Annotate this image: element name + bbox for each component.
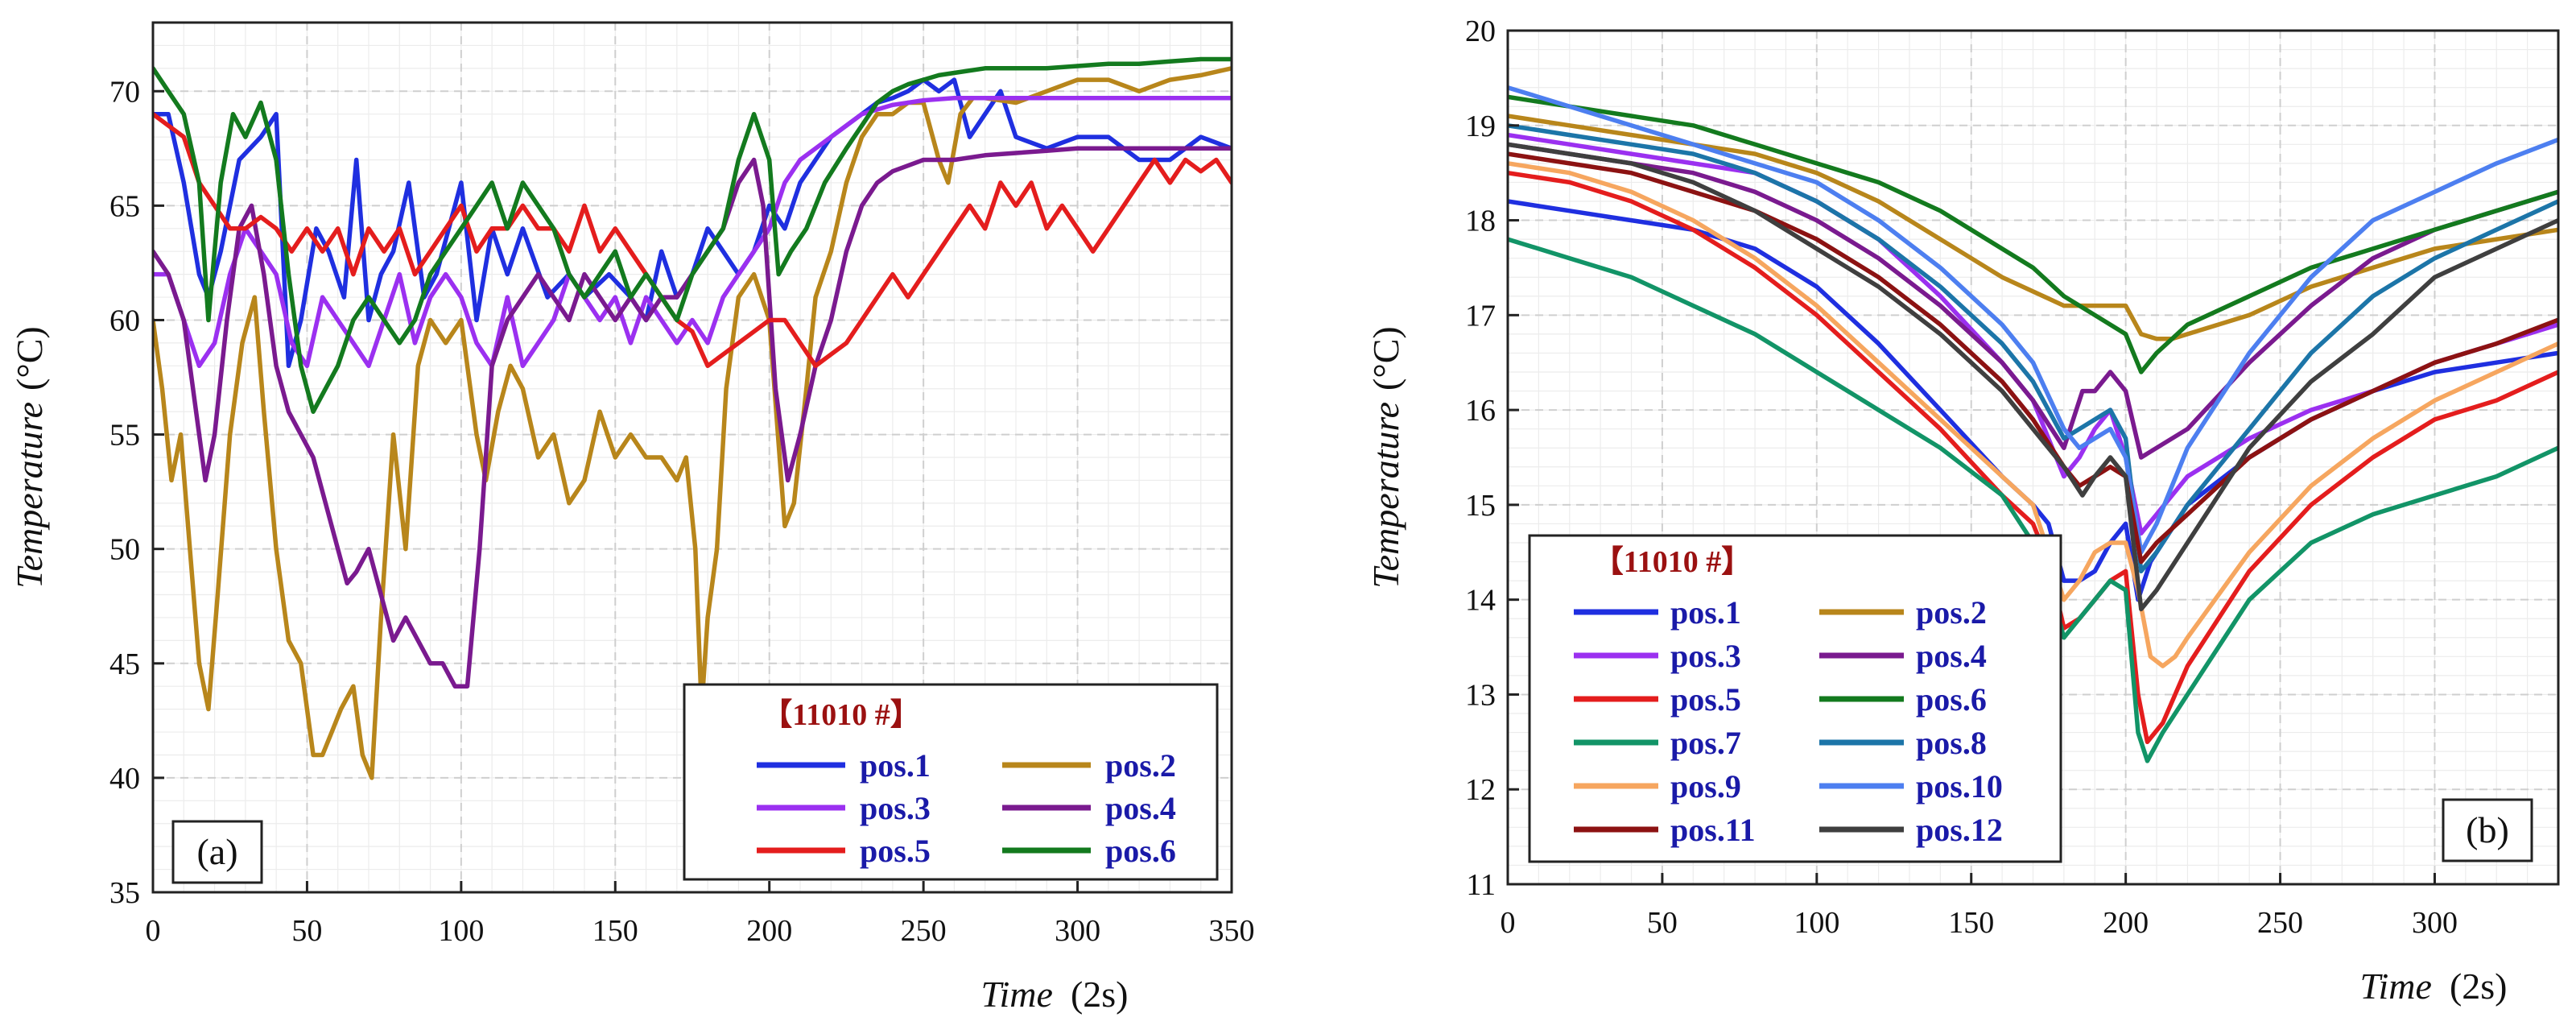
legend-label-pos3: pos.3 (1670, 638, 1741, 674)
x-tick-label: 150 (592, 914, 638, 948)
legend-label-pos5: pos.5 (1670, 681, 1741, 718)
y-tick-label: 14 (1465, 584, 1496, 618)
y-axis-title: Temperature (°C) (1365, 326, 1406, 588)
y-axis-title-text: Temperature (1365, 402, 1406, 589)
panel-label: (b) (2466, 809, 2509, 850)
x-tick-label: 200 (746, 914, 792, 948)
y-tick-label: 18 (1465, 205, 1496, 238)
legend-label-pos5: pos.5 (860, 833, 931, 869)
x-tick-label: 250 (2257, 906, 2303, 940)
y-tick-label: 15 (1465, 489, 1496, 523)
x-tick-label: 100 (438, 914, 484, 948)
y-axis-title-unit: (°C) (9, 326, 50, 391)
y-tick-label: 70 (109, 75, 140, 109)
series-line-pos2 (1508, 114, 2558, 341)
legend-label-pos12: pos.12 (1916, 812, 2003, 848)
y-tick-label: 40 (109, 762, 140, 796)
x-axis-title-text: Time (980, 974, 1052, 1015)
plot-frame (151, 21, 1233, 894)
y-tick-label: 12 (1465, 773, 1496, 807)
y-tick-label: 60 (109, 304, 140, 337)
legend-label-pos2: pos.2 (1105, 747, 1176, 784)
series-line-pos6 (1508, 94, 2558, 374)
legend-label-pos8: pos.8 (1916, 725, 1987, 761)
y-tick-label: 55 (109, 419, 140, 453)
legend-label-pos3: pos.3 (860, 790, 931, 826)
y-axis-title-unit: (°C) (1365, 326, 1406, 391)
x-tick-label: 0 (146, 914, 161, 948)
legend-label-pos1: pos.1 (860, 747, 931, 784)
x-axis-title-text: Time (2359, 966, 2431, 1007)
series-line-pos6 (153, 56, 1232, 414)
x-axis-title: Time (2s) (2359, 966, 2507, 1007)
series-line-pos4 (153, 146, 1232, 689)
series-group (1508, 85, 2558, 763)
series-line-pos9 (1508, 161, 2558, 668)
legend-label-pos9: pos.9 (1670, 768, 1741, 804)
series-line-pos10 (1508, 85, 2558, 555)
legend-label-pos7: pos.7 (1670, 725, 1741, 761)
x-tick-label: 150 (1948, 906, 1994, 940)
legend-label-pos10: pos.10 (1916, 768, 2003, 804)
legend-label-pos6: pos.6 (1105, 833, 1176, 869)
chart-panel-b: 0 50 100 150 200 250 300 11 12 13 14 15 16 17 18 19 20 Ti… (1365, 14, 2560, 1007)
y-tick-label: 19 (1465, 110, 1496, 143)
y-tick-label: 13 (1465, 678, 1496, 712)
legend-label-pos2: pos.2 (1916, 594, 1987, 631)
y-tick-label: 35 (109, 876, 140, 910)
y-tick-label: 65 (109, 189, 140, 223)
legend-box (683, 683, 1219, 881)
y-tick-label: 20 (1465, 14, 1496, 48)
chart-panel-a: 0 50 100 150 200 250 300 350 35 40 45 50 55 60 65 70 Tim… (9, 21, 1255, 1015)
x-tick-label: 50 (1647, 906, 1678, 940)
series-line-pos12 (1508, 142, 2558, 612)
y-tick-label: 16 (1465, 394, 1496, 428)
y-axis-title-text: Temperature (9, 402, 50, 589)
legend: 【11010 #】 pos.1 pos.2 pos.3 pos.4 pos.5 pos.6 (683, 683, 1219, 881)
legend-label-pos6: pos.6 (1916, 681, 1987, 718)
x-tick-label: 250 (901, 914, 947, 948)
plot-frame (1506, 29, 2560, 886)
legend-title: 【11010 #】 (762, 698, 920, 732)
series-line-pos2 (153, 66, 1232, 780)
series-line-pos4 (1508, 142, 2558, 460)
series-line-pos8 (1508, 123, 2558, 574)
x-axis-title: Time (2s) (980, 974, 1128, 1015)
y-tick-label: 17 (1465, 299, 1496, 333)
legend-label-pos1: pos.1 (1670, 594, 1741, 631)
x-tick-label: 100 (1794, 906, 1839, 940)
x-tick-label: 350 (1209, 914, 1255, 948)
x-tick-label: 200 (2103, 906, 2149, 940)
panel-label: (a) (196, 831, 237, 872)
series-line-pos5 (153, 111, 1232, 369)
y-axis-title: Temperature (°C) (9, 326, 50, 588)
x-tick-label: 50 (291, 914, 322, 948)
y-tick-label: 50 (109, 533, 140, 567)
y-tick-label: 11 (1466, 868, 1496, 902)
series-group (153, 56, 1232, 780)
legend-label-pos11: pos.11 (1670, 812, 1756, 848)
series-line-pos3 (153, 96, 1232, 369)
legend-title: 【11010 #】 (1593, 545, 1752, 579)
legend-label-pos4: pos.4 (1105, 790, 1176, 826)
panel-label-box (171, 820, 263, 884)
x-tick-label: 0 (1501, 906, 1516, 940)
x-axis-title-unit: (2s) (1071, 974, 1129, 1015)
series-line-pos7 (1508, 237, 2558, 763)
y-tick-label: 45 (109, 647, 140, 681)
panel-label-box (2442, 798, 2533, 862)
legend-label-pos4: pos.4 (1916, 638, 1987, 674)
x-tick-label: 300 (1055, 914, 1100, 948)
legend: 【11010 #】 pos.1 pos.2 pos.3 pos.4 pos.5 pos.6 p… (1528, 534, 2062, 863)
x-axis-title-unit: (2s) (2450, 966, 2508, 1007)
x-tick-label: 300 (2412, 906, 2458, 940)
